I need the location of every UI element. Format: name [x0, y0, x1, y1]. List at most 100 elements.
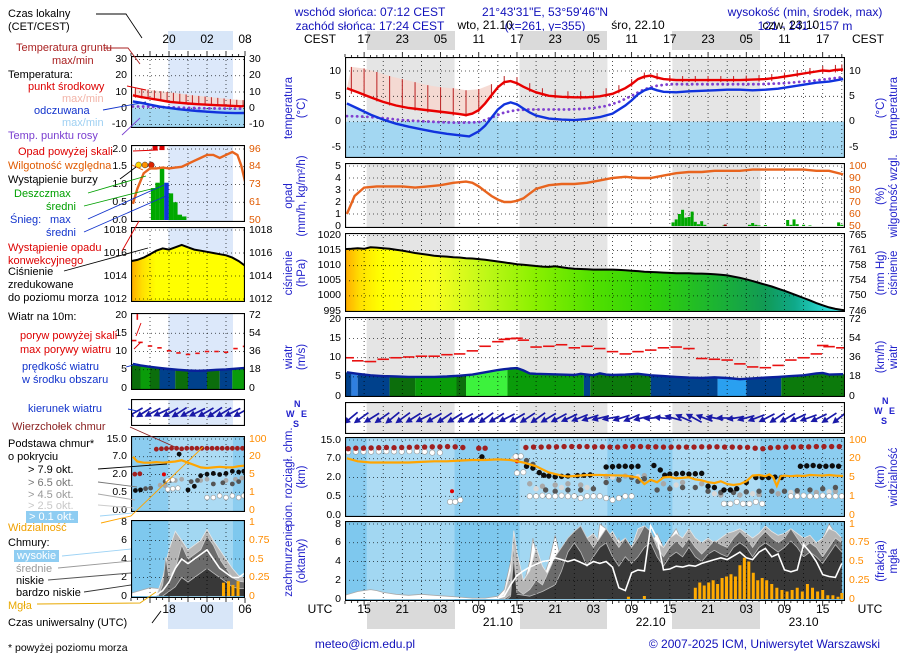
tick-label-right: 54	[249, 326, 261, 339]
day-label: czw, 23.10	[762, 18, 820, 32]
tick-label-right: 36	[249, 345, 261, 357]
ground-temp-label: Temperatura gruntu	[16, 42, 112, 54]
time-tick-local: 17	[663, 32, 677, 46]
tick-label-left: 20	[115, 308, 127, 321]
panel-temperatura	[345, 57, 845, 158]
tick-label-left: 0	[335, 115, 341, 128]
pressure-label-3: do poziomu morza	[8, 292, 99, 304]
axis-title-left-5: zachmurzenie (oktanty)	[283, 525, 308, 597]
time-tick-utc: 03	[433, 602, 448, 616]
tick-label-right: 50	[249, 213, 261, 226]
local-time-zone: (CET/CEST)	[8, 21, 70, 33]
compass-e: E	[301, 409, 308, 419]
tick-label-right: 0.5	[849, 555, 864, 567]
cloud-base-label-1: Podstawa chmur*	[8, 438, 95, 450]
tick-label-left: 0	[335, 592, 341, 605]
tick-label-left: 995	[323, 304, 341, 317]
tick-label-right: 0.75	[249, 534, 270, 546]
compass-w: W	[874, 406, 883, 416]
local-time-label: Czas lokalny	[8, 8, 71, 20]
date-label: 22.10	[635, 615, 666, 629]
day-label: śro, 22.10	[611, 18, 665, 32]
tick-label-left: 20	[115, 69, 127, 82]
tick-label-left: -10	[111, 118, 127, 130]
tick-label-left: 1010	[317, 259, 341, 272]
day-label: wto, 21.10	[457, 18, 513, 32]
axis-title-right-3: (km/h) wiatr	[875, 340, 900, 374]
cest-label-left: CEST	[303, 32, 336, 46]
tick-label-left: 15	[115, 326, 127, 339]
tick-label-right: 5	[849, 89, 855, 102]
compass-n: N	[882, 396, 889, 406]
tick-label-right: 0.5	[249, 552, 264, 565]
time-tick-utc: 06	[238, 602, 252, 616]
grid-xy: (x=261, y=355)	[504, 19, 586, 33]
panel-chmury	[345, 437, 845, 517]
footer-night-band	[366, 602, 455, 629]
time-tick-utc: 15	[816, 602, 830, 616]
tick-label-left: 20	[329, 313, 341, 325]
tick-label-left: 6	[121, 534, 127, 546]
time-tick-utc: 15	[510, 602, 524, 616]
time-tick-local: 20	[162, 32, 176, 46]
time-tick-utc: 03	[586, 602, 601, 616]
time-tick-utc: 03	[739, 602, 753, 616]
tick-label-right: 60	[849, 207, 861, 220]
tick-label-right: 1012	[249, 292, 273, 305]
wind-direction-label: kierunek wiatru	[28, 403, 102, 415]
tick-label-left: 4	[335, 555, 341, 567]
panel-zachmurzenie	[345, 521, 845, 601]
tick-label-left: 2	[335, 195, 341, 208]
date-label: 23.10	[788, 615, 819, 629]
footer-night-band	[672, 602, 761, 629]
tick-label-right: 0	[249, 381, 255, 394]
copyright: © 2007-2025 ICM, Uniwersytet Warszawski	[648, 637, 880, 651]
rain-max-label: max	[50, 188, 71, 200]
sunset: zachód słońca: 17:24 CEST	[295, 19, 445, 33]
footnote: * powyżej poziomu morza	[8, 642, 128, 654]
tick-label-left: 0	[335, 389, 341, 402]
panel-mini-cisnienie	[131, 227, 245, 302]
midpoint-temp-label: punkt środkowy	[28, 81, 105, 93]
panel-wiatr	[345, 317, 845, 397]
utc-label-left: UTC	[307, 602, 333, 616]
tick-label-right: 20	[249, 69, 261, 82]
pressure-label-2: zredukowane	[8, 279, 74, 291]
snow-label: Śnieg:	[10, 214, 42, 226]
tick-label-left: 15.0	[106, 432, 127, 445]
time-tick-utc: 09	[624, 602, 639, 616]
mid-clouds-label: średnie	[16, 563, 53, 575]
tick-label-left: 2	[335, 573, 341, 586]
time-tick-utc: 21	[395, 602, 409, 616]
panel-opad	[345, 163, 845, 228]
time-tick-local: 11	[778, 32, 791, 46]
low-clouds-label: niskie	[16, 575, 45, 587]
tick-label-right: 0	[249, 101, 255, 114]
tick-label-right: 1016	[249, 246, 273, 259]
tick-label-left: 7.0	[326, 452, 341, 465]
time-tick-utc: 00	[200, 602, 214, 616]
header-night-band	[366, 31, 455, 50]
tick-label-right: 90	[849, 171, 861, 184]
wind-speed-label-2: w środku obszaru	[22, 374, 109, 386]
tick-label-right: 100	[849, 433, 867, 446]
snow-max-label: max	[50, 214, 71, 226]
time-tick-utc: 18	[162, 602, 176, 616]
tick-label-left: 0	[121, 381, 127, 394]
tick-label-right: 750	[849, 289, 867, 302]
tick-label-right: 100	[249, 432, 267, 445]
tick-label-left: 0.0	[326, 508, 341, 521]
header-night-band	[672, 31, 761, 50]
tick-label-right: 1014	[249, 269, 273, 282]
tick-label-right: 746	[849, 304, 867, 317]
storm-label: Wystąpienie burzy	[8, 174, 98, 186]
time-tick-utc: 21	[701, 602, 715, 616]
tick-label-left: 1020	[317, 229, 341, 241]
axis-title-right-5: (frakcja) mgła	[875, 540, 900, 582]
time-tick-local: 05	[739, 32, 753, 46]
tick-label-left: 5	[121, 363, 127, 376]
contact-email-link[interactable]: meteo@icm.edu.pl	[314, 637, 416, 651]
panel-mini-zachmurzenie	[131, 520, 245, 598]
time-tick-utc: 15	[357, 602, 371, 616]
tick-label-right: 1	[849, 517, 855, 530]
